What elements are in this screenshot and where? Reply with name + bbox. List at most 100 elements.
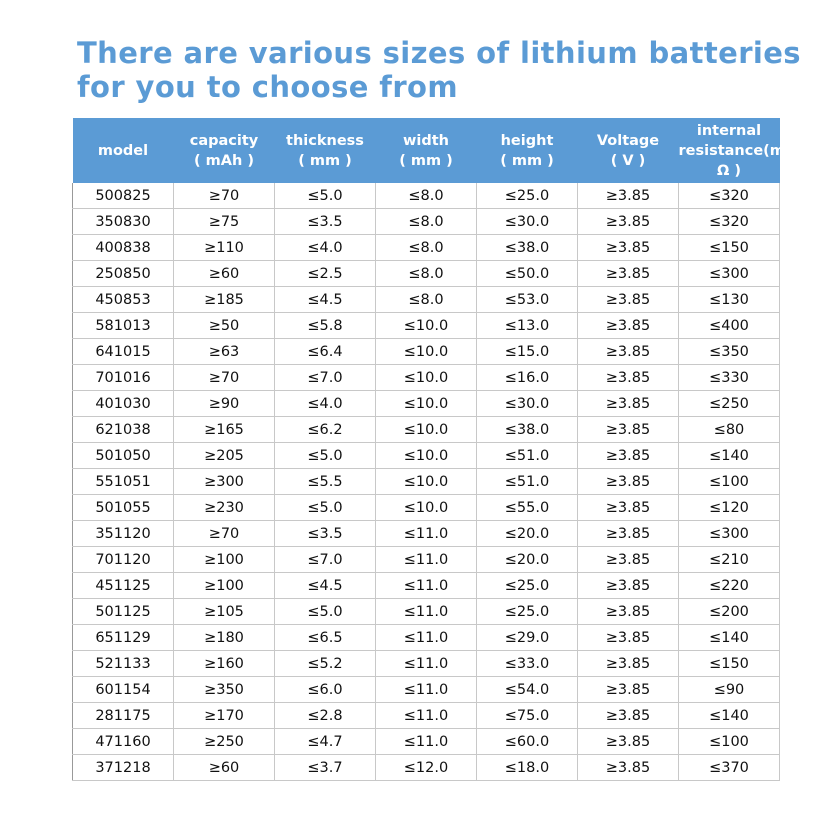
- table-cell: ≥3.85: [577, 442, 679, 469]
- table-cell: ≤2.8: [274, 702, 376, 729]
- table-cell: ≤25.0: [476, 183, 578, 209]
- table-cell: ≤60.0: [476, 728, 578, 755]
- table-cell: 641015: [72, 338, 174, 365]
- table-cell: ≤200: [678, 598, 780, 625]
- table-row: 471160 ≥250 ≤4.7 ≤11.0 ≤60.0 ≥3.85 ≤100: [72, 728, 780, 755]
- table-cell: ≤11.0: [375, 676, 477, 703]
- table-cell: ≥3.85: [577, 546, 679, 573]
- table-cell: ≤50.0: [476, 260, 578, 287]
- table-cell: ≤8.0: [375, 208, 477, 235]
- table-row: 601154 ≥350 ≤6.0 ≤11.0 ≤54.0 ≥3.85 ≤90: [72, 676, 780, 703]
- table-row: 701120 ≥100 ≤7.0 ≤11.0 ≤20.0 ≥3.85 ≤210: [72, 546, 780, 573]
- table-cell: ≤10.0: [375, 442, 477, 469]
- table-cell: ≤100: [678, 468, 780, 495]
- header-line: capacity: [189, 132, 259, 149]
- table-cell: ≥3.85: [577, 572, 679, 599]
- table-cell: ≤10.0: [375, 338, 477, 365]
- table-cell: ≥100: [173, 546, 275, 573]
- table-cell: ≤140: [678, 702, 780, 729]
- table-cell: ≤11.0: [375, 572, 477, 599]
- title-line: for you to choose from: [77, 70, 458, 104]
- table-cell: ≥3.85: [577, 468, 679, 495]
- table-cell: ≤4.5: [274, 286, 376, 313]
- table-cell: ≤11.0: [375, 702, 477, 729]
- table-cell: ≥3.85: [577, 364, 679, 391]
- column-header: internal resistance(m Ω ): [678, 118, 785, 183]
- table-cell: ≤51.0: [476, 442, 578, 469]
- table-cell: 500825: [72, 183, 174, 209]
- table-cell: ≥3.85: [577, 208, 679, 235]
- table-row: 641015 ≥63 ≤6.4 ≤10.0 ≤15.0 ≥3.85 ≤350: [72, 338, 780, 365]
- table-cell: ≤10.0: [375, 312, 477, 339]
- table-cell: ≤130: [678, 286, 780, 313]
- column-header: capacity ( mAh ): [173, 118, 275, 183]
- title-line: There are various sizes of lithium batte…: [77, 36, 801, 70]
- table-cell: 471160: [72, 728, 174, 755]
- table-cell: 350830: [72, 208, 174, 235]
- table-cell: ≤6.5: [274, 624, 376, 651]
- table-cell: ≤20.0: [476, 546, 578, 573]
- table-cell: ≤11.0: [375, 650, 477, 677]
- table-cell: ≤8.0: [375, 234, 477, 261]
- table-cell: ≥170: [173, 702, 275, 729]
- table-row: 371218 ≥60 ≤3.7 ≤12.0 ≤18.0 ≥3.85 ≤370: [72, 754, 780, 781]
- table-cell: ≤320: [678, 208, 780, 235]
- table-cell: ≤25.0: [476, 572, 578, 599]
- table-row: 350830 ≥75 ≤3.5 ≤8.0 ≤30.0 ≥3.85 ≤320: [72, 208, 780, 235]
- table-cell: ≤7.0: [274, 546, 376, 573]
- table-cell: ≤220: [678, 572, 780, 599]
- table-cell: ≤5.8: [274, 312, 376, 339]
- table-cell: ≤250: [678, 390, 780, 417]
- table-cell: ≥165: [173, 416, 275, 443]
- table-cell: ≥110: [173, 234, 275, 261]
- table-cell: ≤150: [678, 650, 780, 677]
- table-cell: ≤100: [678, 728, 780, 755]
- table-cell: ≤11.0: [375, 728, 477, 755]
- header-line: height: [500, 132, 554, 149]
- table-cell: ≥180: [173, 624, 275, 651]
- table-row: 701016 ≥70 ≤7.0 ≤10.0 ≤16.0 ≥3.85 ≤330: [72, 364, 780, 391]
- table-cell: ≤140: [678, 624, 780, 651]
- table-cell: 501125: [72, 598, 174, 625]
- table-row: 501050 ≥205 ≤5.0 ≤10.0 ≤51.0 ≥3.85 ≤140: [72, 442, 780, 469]
- table-cell: ≤25.0: [476, 598, 578, 625]
- table-cell: ≤210: [678, 546, 780, 573]
- table-cell: ≤8.0: [375, 286, 477, 313]
- table-cell: ≤54.0: [476, 676, 578, 703]
- table-cell: ≥63: [173, 338, 275, 365]
- table-cell: 400838: [72, 234, 174, 261]
- header-line: thickness: [286, 132, 364, 149]
- table-cell: ≤5.0: [274, 183, 376, 209]
- table-cell: ≥350: [173, 676, 275, 703]
- table-cell: 551051: [72, 468, 174, 495]
- table-cell: ≤20.0: [476, 520, 578, 547]
- table-cell: 451125: [72, 572, 174, 599]
- column-header: Voltage ( V ): [577, 118, 679, 183]
- table-cell: ≤51.0: [476, 468, 578, 495]
- table-cell: ≥3.85: [577, 494, 679, 521]
- table-cell: ≤10.0: [375, 468, 477, 495]
- table-cell: ≥70: [173, 520, 275, 547]
- table-cell: 450853: [72, 286, 174, 313]
- header-line: ( mm ): [298, 152, 352, 169]
- table-cell: ≤33.0: [476, 650, 578, 677]
- table-cell: ≤2.5: [274, 260, 376, 287]
- table-cell: ≤5.0: [274, 598, 376, 625]
- table-cell: ≤5.2: [274, 650, 376, 677]
- table-cell: ≤330: [678, 364, 780, 391]
- table-cell: ≤15.0: [476, 338, 578, 365]
- column-header: width ( mm ): [375, 118, 477, 183]
- header-row: model capacity( mAh ) thickness( mm ) width…: [72, 118, 785, 183]
- table-cell: ≤4.0: [274, 390, 376, 417]
- table-cell: ≥70: [173, 364, 275, 391]
- table-cell: ≤11.0: [375, 598, 477, 625]
- table-cell: ≤8.0: [375, 183, 477, 209]
- table-cell: ≤38.0: [476, 234, 578, 261]
- table-cell: ≤53.0: [476, 286, 578, 313]
- table-cell: 621038: [72, 416, 174, 443]
- table-cell: ≥3.85: [577, 286, 679, 313]
- table-cell: ≥50: [173, 312, 275, 339]
- table-row: 501125 ≥105 ≤5.0 ≤11.0 ≤25.0 ≥3.85 ≤200: [72, 598, 780, 625]
- table-cell: ≤5.5: [274, 468, 376, 495]
